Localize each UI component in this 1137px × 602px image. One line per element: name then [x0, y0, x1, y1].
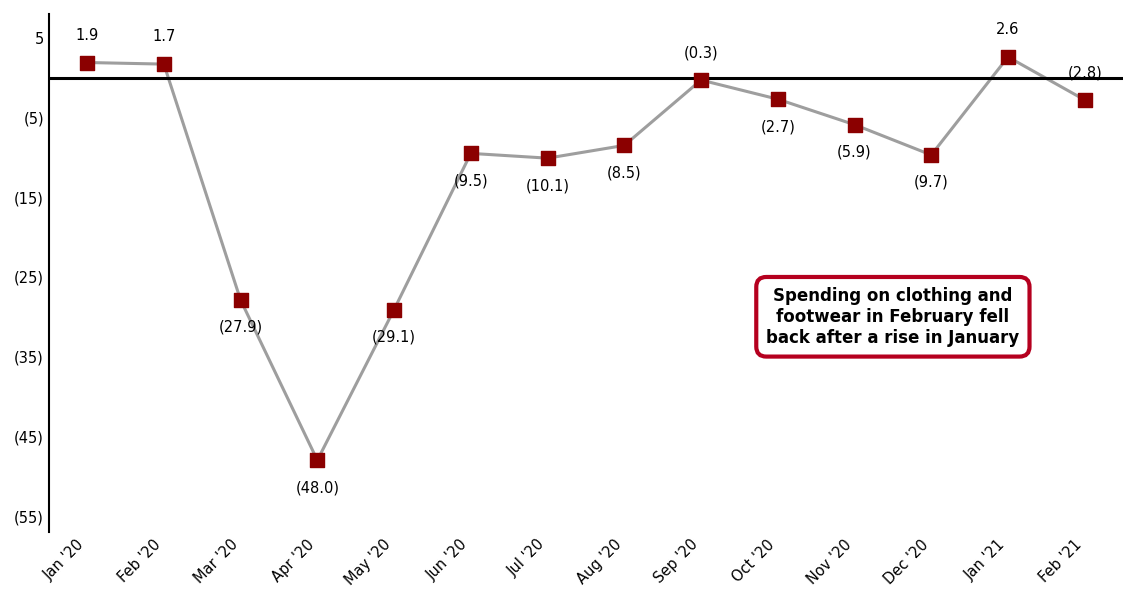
Text: (5.9): (5.9) [837, 144, 872, 160]
Text: (2.7): (2.7) [761, 119, 795, 134]
Point [232, 295, 250, 305]
Point [999, 52, 1018, 62]
Point [846, 120, 864, 129]
Point [615, 141, 633, 150]
Point [78, 58, 97, 67]
Point [385, 305, 404, 314]
Point [539, 154, 557, 163]
Point [462, 149, 480, 158]
Text: Spending on clothing and
footwear in February fell
back after a rise in January: Spending on clothing and footwear in Feb… [766, 287, 1020, 347]
Text: (9.5): (9.5) [454, 173, 488, 188]
Point [155, 59, 173, 69]
Text: (8.5): (8.5) [607, 166, 641, 181]
Text: (29.1): (29.1) [372, 329, 416, 344]
Point [308, 456, 326, 465]
Text: (2.8): (2.8) [1068, 65, 1102, 80]
Text: (10.1): (10.1) [525, 178, 570, 193]
Text: (9.7): (9.7) [914, 175, 948, 190]
Text: (48.0): (48.0) [296, 480, 339, 495]
Point [1076, 95, 1094, 105]
Text: 1.9: 1.9 [75, 28, 99, 43]
Text: (0.3): (0.3) [683, 45, 719, 60]
Point [922, 150, 940, 160]
Point [692, 75, 711, 85]
Text: (27.9): (27.9) [218, 320, 263, 335]
Text: 1.7: 1.7 [152, 29, 175, 44]
Text: 2.6: 2.6 [996, 22, 1020, 37]
Point [769, 95, 787, 104]
